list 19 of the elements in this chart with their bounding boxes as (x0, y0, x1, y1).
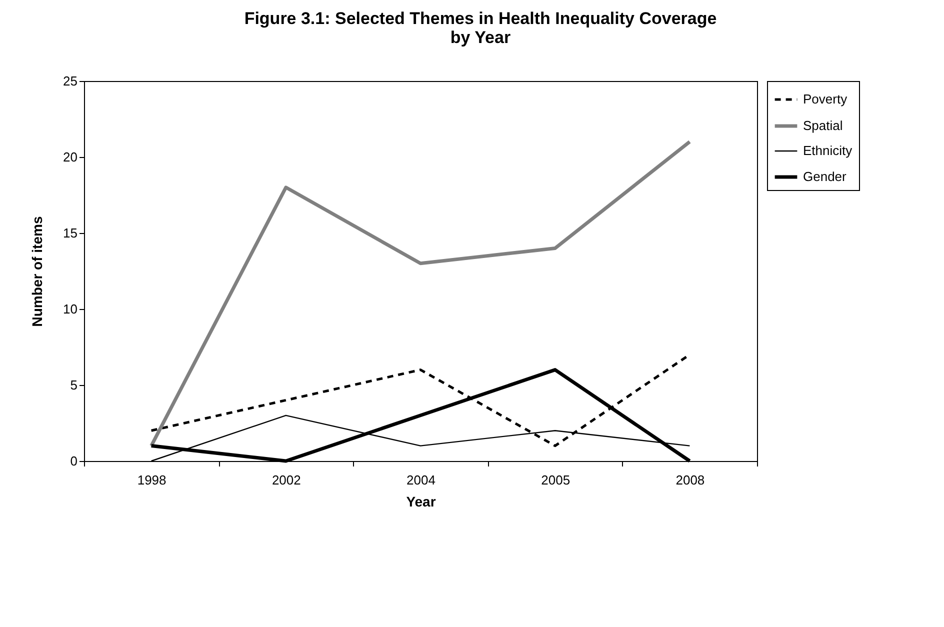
x-tick-label: 2004 (406, 472, 436, 488)
line-series (150, 140, 692, 448)
y-tick-label: 10 (63, 302, 78, 316)
x-axis-title: Year (406, 494, 436, 510)
x-tick-label: 2008 (676, 472, 705, 488)
y-tick-label: 0 (70, 454, 78, 468)
legend-label: Ethnicity (803, 143, 853, 158)
x-tick-label: 2005 (541, 472, 570, 488)
legend-label: Poverty (803, 92, 848, 106)
y-tick-label: 5 (70, 378, 78, 392)
legend-label: Spatial (803, 118, 843, 133)
x-tick-label: 2002 (272, 472, 301, 488)
y-tick-label: 20 (63, 150, 78, 164)
y-axis-title: Number of items (29, 216, 46, 327)
x-tick-label: 1998 (137, 472, 166, 488)
chart-title: Figure 3.1: Selected Themes in Health Inequality Coverage by Year (244, 9, 717, 47)
y-tick-label: 15 (63, 226, 78, 240)
legend-label: Gender (803, 169, 848, 184)
y-tick-label: 25 (63, 74, 78, 88)
